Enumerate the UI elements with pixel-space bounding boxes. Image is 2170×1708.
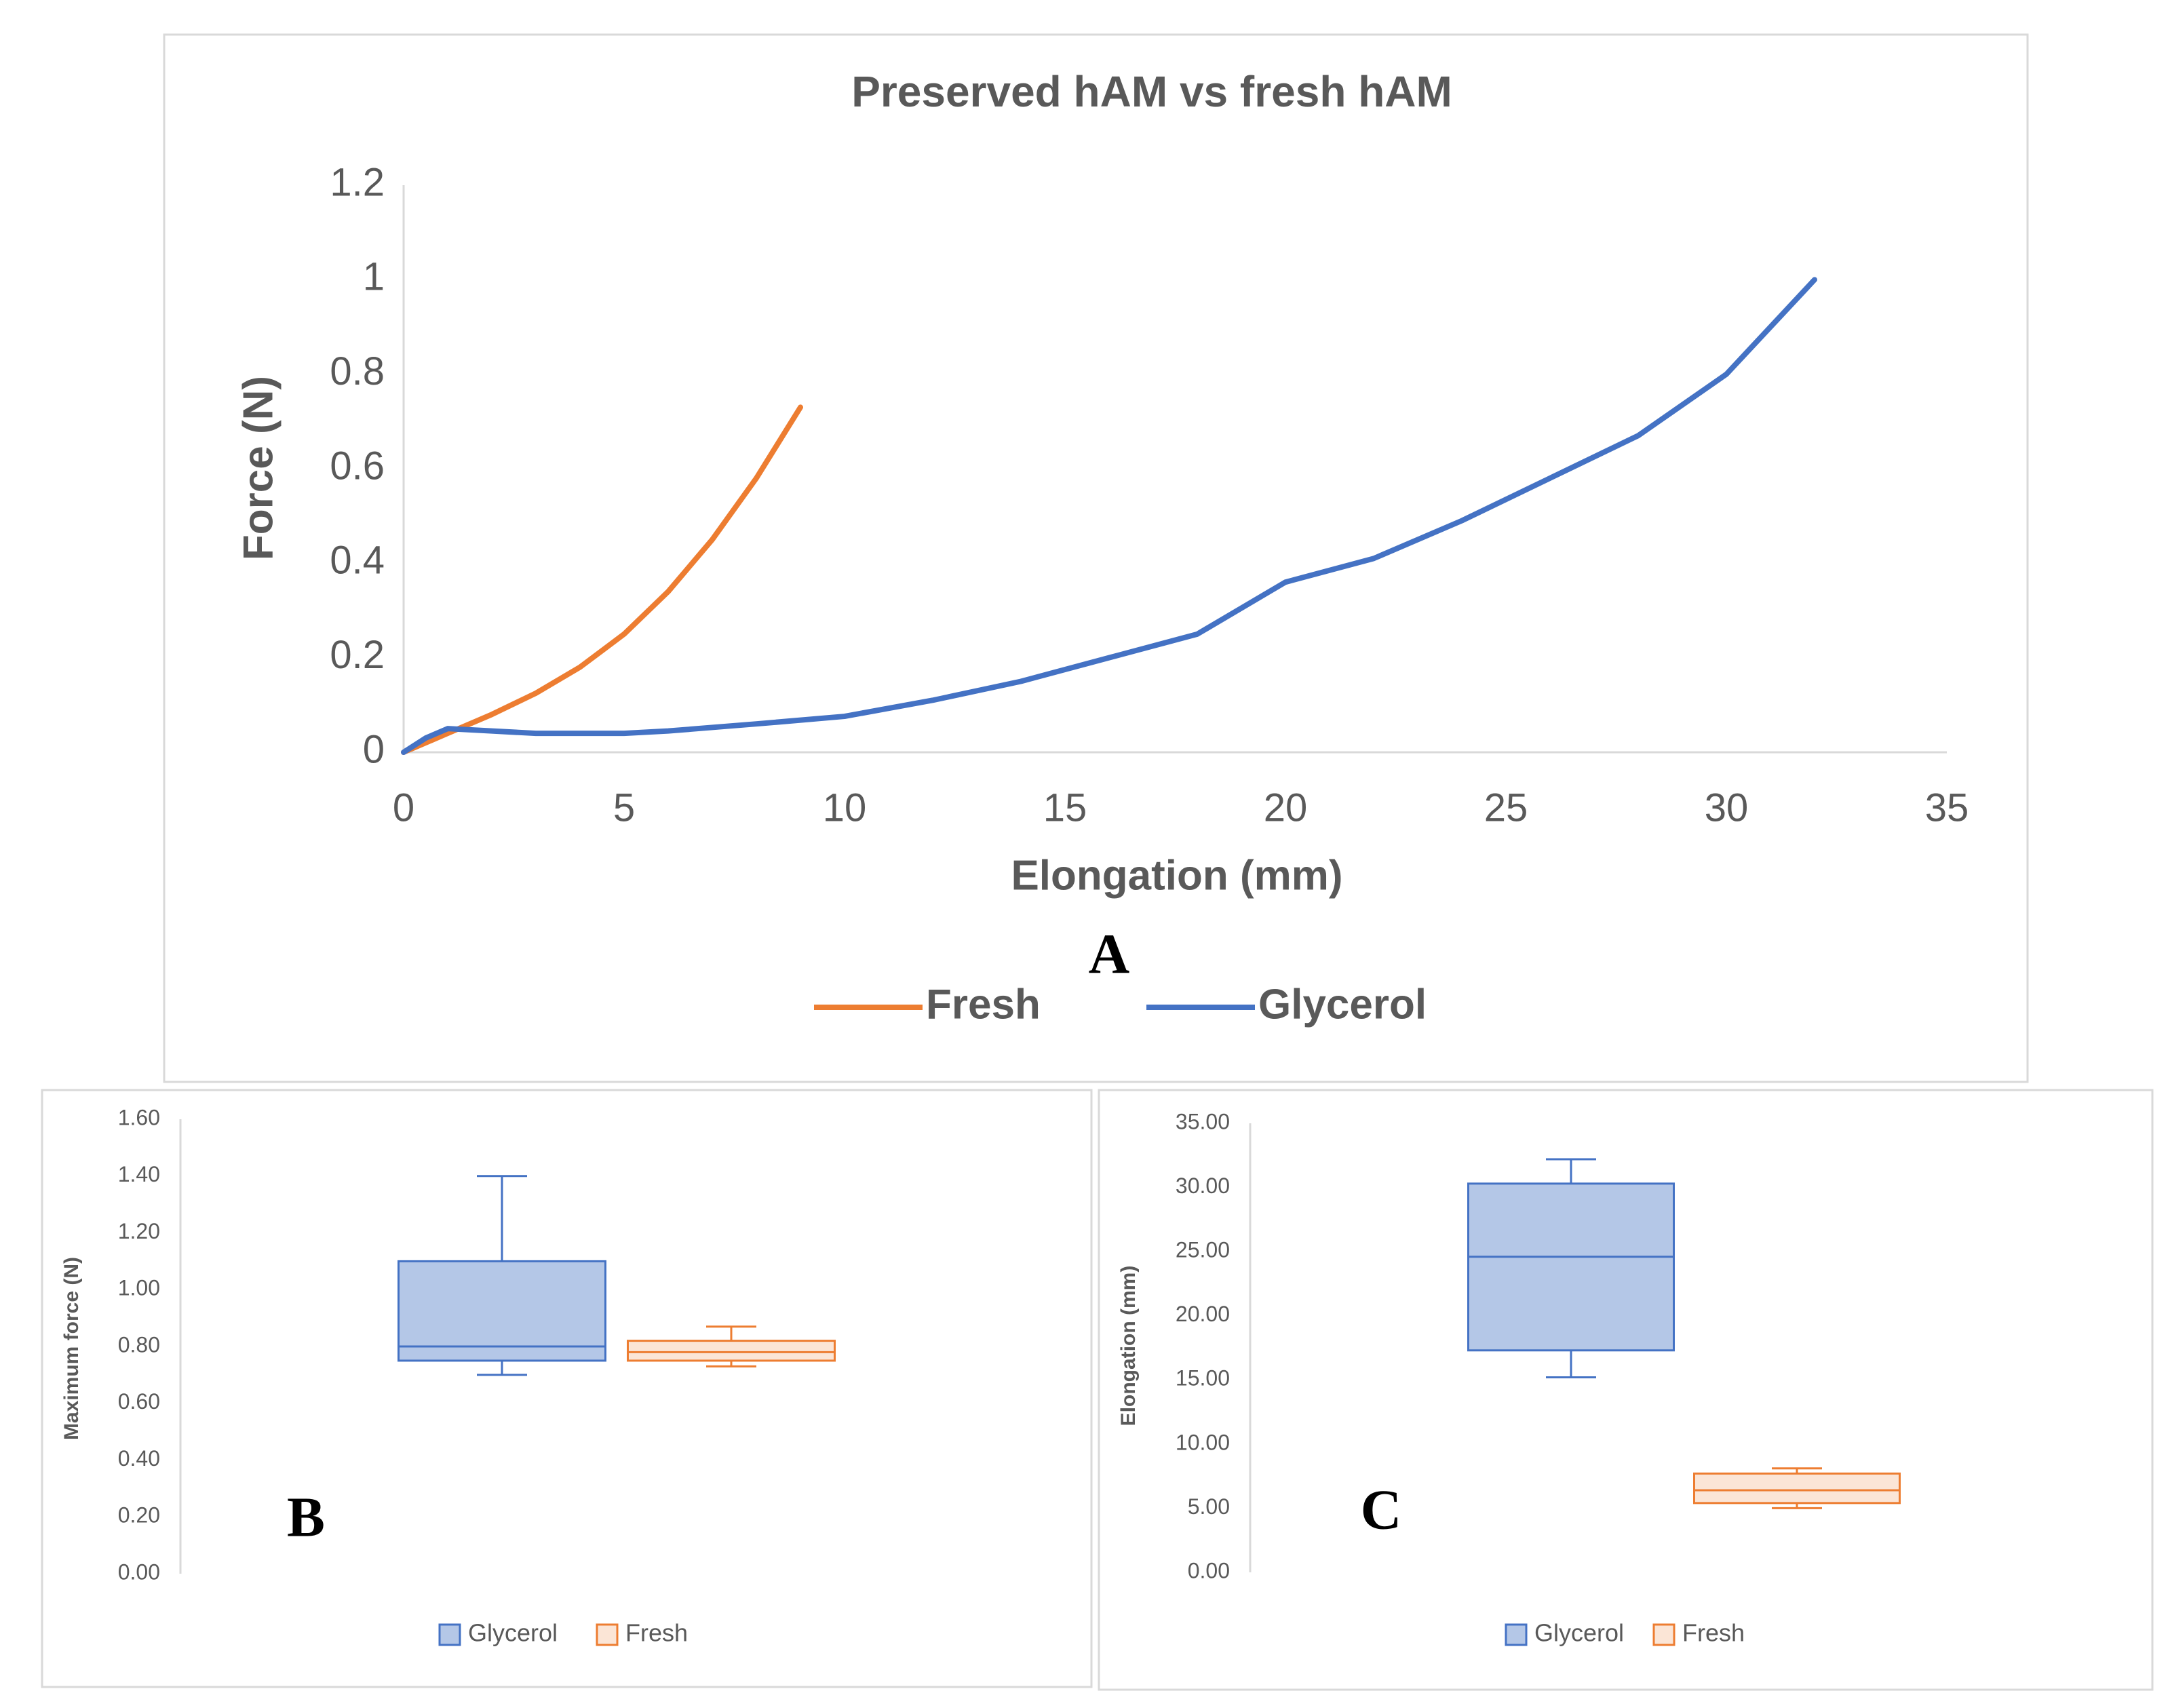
- x-tick-label: 25: [1484, 785, 1528, 830]
- legend-swatch: [1505, 1623, 1528, 1646]
- y-tick-label: 1.20: [118, 1219, 160, 1243]
- x-tick-label: 10: [823, 785, 867, 830]
- y-tick-label: 0.4: [330, 539, 385, 583]
- y-tick-label: 1.60: [118, 1105, 160, 1129]
- y-tick-label: 0.20: [118, 1503, 160, 1528]
- y-tick-label: 35.00: [1176, 1109, 1230, 1133]
- y-tick-label: 0.80: [118, 1332, 160, 1357]
- y-tick-label: 0.8: [330, 349, 385, 393]
- y-tick-label: 1.2: [330, 160, 385, 204]
- y-tick-label: 0.40: [118, 1446, 160, 1471]
- x-tick-label: 5: [613, 785, 635, 830]
- y-tick-label: 0.6: [330, 444, 385, 488]
- y-axis-label: Force (N): [235, 376, 282, 560]
- legend-label: Glycerol: [468, 1619, 558, 1647]
- box: [398, 1260, 606, 1362]
- series-line: [401, 277, 1817, 755]
- panel-letter: B: [287, 1486, 325, 1549]
- chart-title: Preserved hAM vs fresh hAM: [851, 67, 1452, 116]
- series-line: [401, 404, 803, 755]
- x-tick-label: 0: [393, 785, 414, 830]
- y-tick-label: 1.00: [118, 1276, 160, 1300]
- legend-swatch: [1652, 1623, 1675, 1646]
- box: [1693, 1472, 1901, 1505]
- legend-swatch: [438, 1623, 461, 1646]
- y-tick-label: 0.60: [118, 1389, 160, 1414]
- box: [627, 1340, 836, 1362]
- panel-frame: [41, 1089, 1093, 1688]
- legend-label: Fresh: [1682, 1619, 1745, 1647]
- y-tick-label: 1: [363, 255, 385, 299]
- y-tick-label: 1.40: [118, 1162, 160, 1186]
- x-tick-label: 30: [1705, 785, 1749, 830]
- y-tick-label: 5.00: [1188, 1494, 1230, 1519]
- y-tick-label: 0: [363, 727, 385, 771]
- panel-letter: C: [1361, 1478, 1402, 1541]
- y-tick-label: 0.00: [1188, 1558, 1230, 1583]
- y-tick-label: 15.00: [1176, 1366, 1230, 1391]
- y-axis-label: Elongation (mm): [1117, 1266, 1140, 1426]
- y-tick-label: 30.00: [1176, 1173, 1230, 1198]
- panel-letter: A: [1089, 923, 1130, 986]
- panel-frame: [163, 33, 2029, 1083]
- x-tick-label: 20: [1264, 785, 1308, 830]
- box: [1467, 1182, 1675, 1352]
- x-axis-label: Elongation (mm): [1011, 852, 1342, 899]
- legend-label: Glycerol: [1258, 981, 1427, 1028]
- y-tick-label: 20.00: [1176, 1302, 1230, 1326]
- legend-swatch: [596, 1623, 619, 1646]
- x-tick-label: 15: [1043, 785, 1087, 830]
- legend-label: Fresh: [625, 1619, 688, 1647]
- x-tick-label: 35: [1925, 785, 1969, 830]
- legend-label: Fresh: [926, 981, 1041, 1028]
- y-tick-label: 25.00: [1176, 1238, 1230, 1262]
- y-axis-label: Maximum force (N): [60, 1257, 83, 1440]
- panel-frame: [1098, 1089, 2154, 1691]
- legend-label: Glycerol: [1534, 1619, 1624, 1647]
- y-tick-label: 0.2: [330, 633, 385, 677]
- y-tick-label: 0.00: [118, 1559, 160, 1584]
- y-tick-label: 10.00: [1176, 1430, 1230, 1454]
